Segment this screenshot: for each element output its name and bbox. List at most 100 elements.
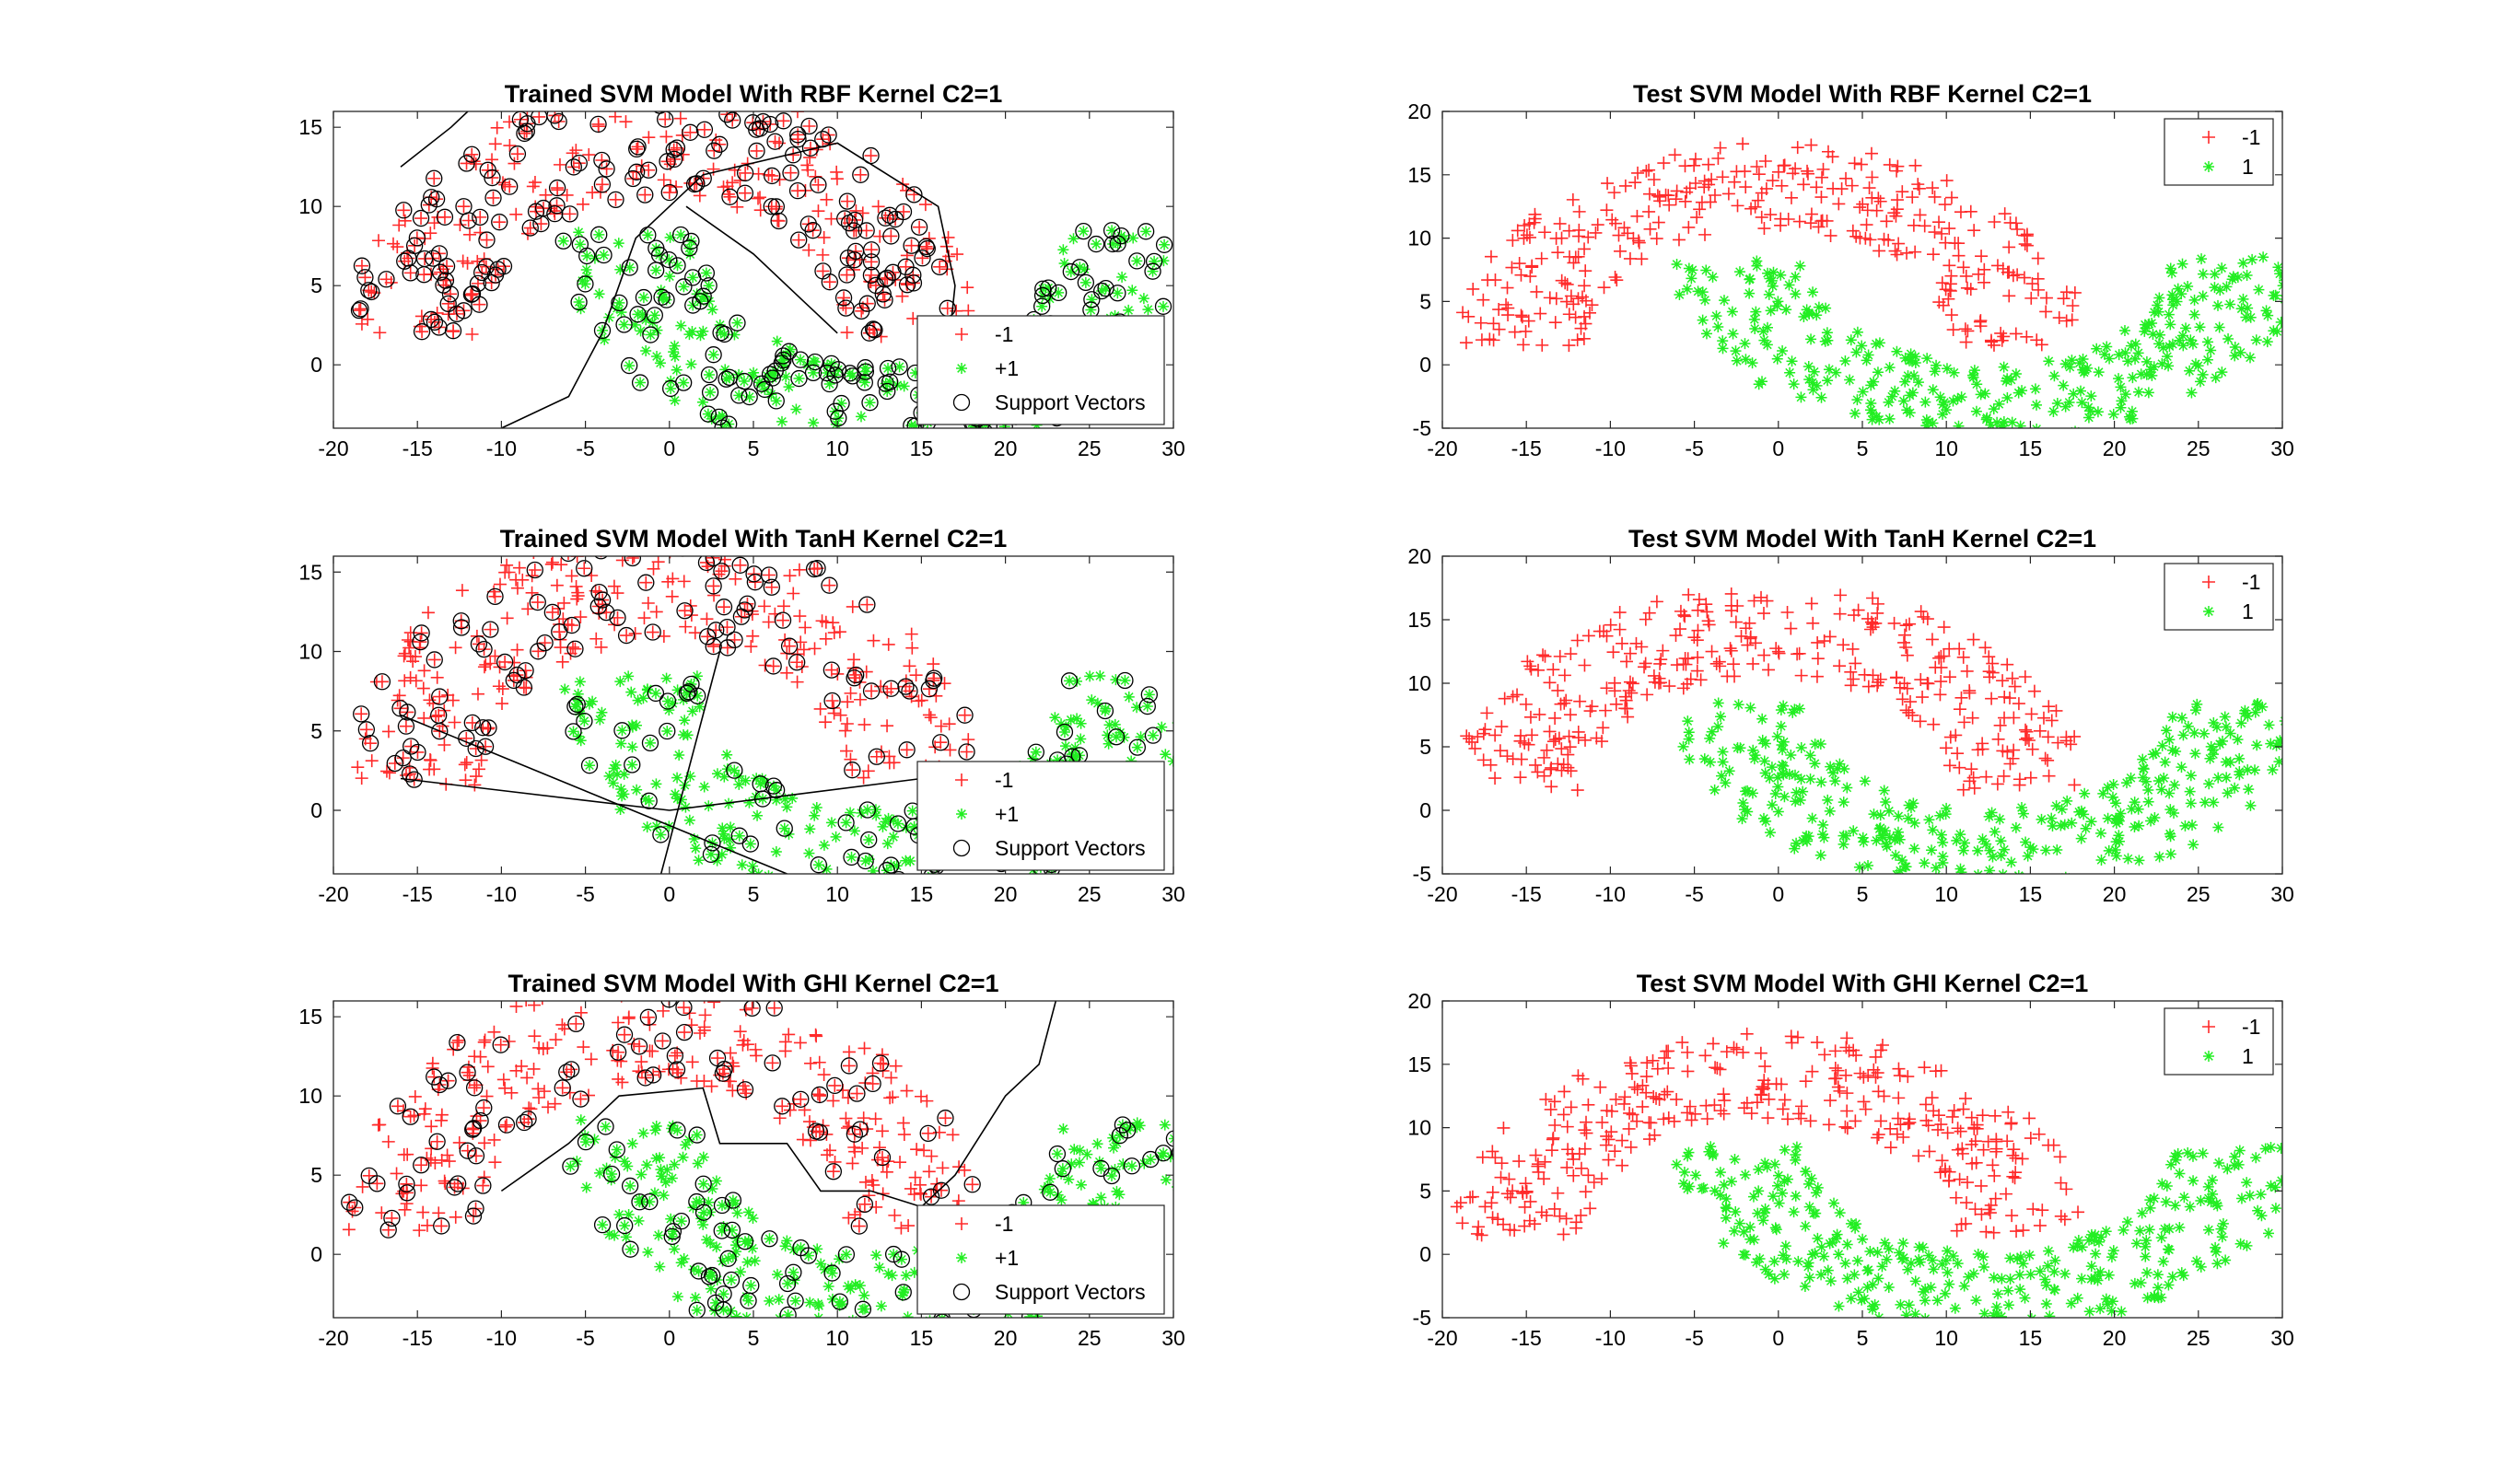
point-pos (2148, 1290, 2160, 1302)
point-neg (510, 147, 524, 161)
point-neg (469, 742, 483, 756)
support-vector (864, 320, 882, 338)
support-vector (788, 181, 807, 200)
point-pos (1753, 1185, 1765, 1197)
point-neg (478, 1033, 492, 1047)
point-neg (1558, 696, 1571, 710)
point-neg (1667, 1114, 1681, 1128)
point-neg (961, 281, 974, 295)
point-pos (826, 1267, 838, 1279)
point-pos (1849, 407, 1861, 419)
point-pos (1709, 784, 1721, 796)
point-neg (874, 1056, 888, 1070)
point-neg (733, 558, 747, 572)
point-neg (1901, 1070, 1915, 1084)
point-pos (1814, 738, 1826, 750)
point-pos (1744, 1221, 1756, 1233)
support-vector (1075, 222, 1092, 240)
point-neg (869, 1112, 882, 1126)
point-neg (2065, 313, 2079, 327)
x-tick-label: -5 (576, 1326, 594, 1350)
point-pos (723, 418, 735, 428)
point-neg (1828, 1044, 1842, 1058)
point-pos (685, 358, 697, 370)
point-neg (1826, 150, 1839, 164)
point-neg (1998, 690, 2012, 704)
point-neg (1777, 158, 1791, 172)
point-neg (1864, 146, 1878, 160)
point-pos (1850, 346, 1862, 358)
point-pos (1769, 1158, 1781, 1170)
point-pos (729, 764, 741, 776)
support-vector (448, 305, 466, 323)
point-neg (418, 1102, 432, 1116)
point-pos (1900, 861, 1912, 873)
point-pos (1905, 802, 1917, 814)
point-neg (531, 596, 544, 610)
point-pos (1036, 300, 1048, 312)
point-neg (1523, 1194, 1537, 1208)
point-pos (636, 1196, 648, 1208)
point-pos (2071, 425, 2080, 428)
point-pos (2085, 816, 2097, 828)
point-neg (1680, 1106, 1694, 1120)
point-pos (1874, 809, 1886, 821)
point-neg (370, 1177, 384, 1191)
x-tick-label: -5 (1685, 1326, 1703, 1350)
support-vector (739, 595, 756, 612)
point-neg (532, 111, 546, 123)
point-neg (518, 1116, 531, 1130)
point-pos (2166, 338, 2178, 350)
point-neg (1567, 1152, 1581, 1166)
point-neg (1922, 1145, 1936, 1158)
point-pos (1700, 264, 1712, 276)
point-pos (1803, 308, 1815, 320)
point-pos (1861, 355, 1872, 366)
point-neg (469, 770, 483, 784)
support-vector (846, 1125, 864, 1143)
point-pos (573, 227, 585, 238)
point-neg (1774, 218, 1788, 232)
point-pos (2243, 784, 2255, 796)
point-pos (1079, 276, 1091, 288)
point-neg (2006, 269, 2020, 283)
point-pos (870, 809, 882, 821)
support-vector (720, 368, 739, 387)
support-vector (774, 611, 792, 629)
point-pos (1942, 1266, 1954, 1278)
point-neg (1625, 1066, 1639, 1080)
point-neg (1690, 664, 1704, 678)
point-pos (2164, 262, 2176, 274)
support-vector (562, 1157, 579, 1175)
point-pos (2263, 719, 2275, 731)
point-pos (793, 1321, 804, 1332)
point-pos (1147, 265, 1159, 277)
point-pos (1998, 416, 2010, 428)
point-pos (2146, 369, 2158, 381)
point-pos (1872, 1273, 1884, 1285)
point-pos (698, 1206, 710, 1218)
point-pos (1102, 738, 1114, 750)
point-pos (2153, 851, 2165, 863)
support-vector (879, 382, 896, 401)
point-pos (1723, 765, 1735, 777)
point-neg (1942, 670, 1956, 684)
support-vector (826, 1076, 844, 1095)
point-pos (2185, 797, 2197, 809)
point-neg (2007, 711, 2021, 725)
support-vector (882, 680, 900, 697)
point-pos (2074, 385, 2086, 397)
support-vector (764, 657, 782, 675)
point-neg (1523, 270, 1537, 284)
point-pos (939, 441, 951, 452)
point-neg (2011, 223, 2024, 237)
point-pos (2079, 787, 2091, 799)
point-neg (753, 191, 767, 204)
point-neg (647, 562, 660, 576)
point-pos (727, 1250, 739, 1262)
point-pos (2095, 1231, 2107, 1243)
point-pos (1872, 1247, 1884, 1259)
point-neg (2027, 684, 2041, 698)
point-pos (710, 1297, 722, 1308)
x-tick-label: 25 (2187, 1326, 2211, 1350)
